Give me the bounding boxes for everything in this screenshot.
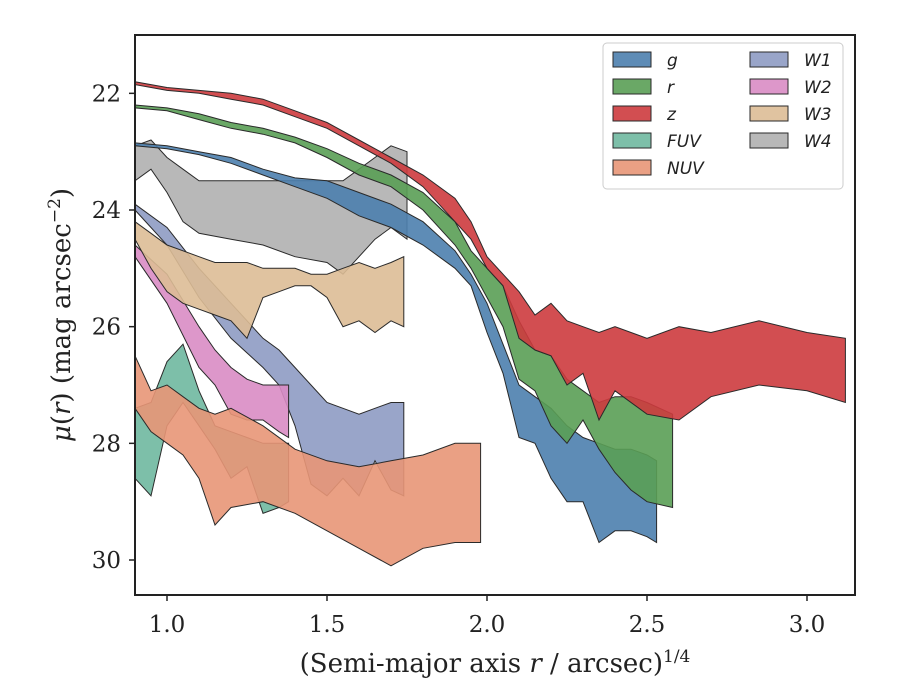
legend-label-fuv: FUV — [667, 132, 702, 152]
legend-swatch-w2 — [749, 78, 789, 95]
legend-swatch-nuv — [612, 159, 652, 176]
legend-swatch-w4 — [749, 132, 789, 149]
y-axis-ticks: 22 24 26 28 30 — [92, 81, 135, 574]
legend-swatch-w1 — [749, 51, 789, 68]
y-title-exponent: −2 — [45, 198, 65, 223]
legend-swatch-fuv — [612, 132, 652, 149]
legend-label-nuv: NUV — [667, 159, 705, 179]
legend-label-r: r — [667, 78, 675, 98]
x-tick-label: 1.0 — [149, 612, 186, 638]
data-bands — [134, 81, 846, 567]
legend-label-w4: W4 — [804, 132, 832, 152]
band-r — [134, 104, 674, 509]
y-tick-label: 28 — [92, 431, 121, 457]
y-title-r: r — [47, 401, 77, 415]
y-tick-label: 26 — [92, 315, 121, 341]
band-g — [134, 142, 658, 544]
x-axis-ticks: 1.0 1.5 2.0 2.5 3.0 — [149, 595, 826, 638]
legend-label-z: z — [666, 105, 677, 125]
y-axis-title: μ(r) (mag arcsec−2) — [45, 188, 77, 442]
legend-label-w3: W3 — [804, 105, 832, 125]
legend-swatch-w3 — [749, 105, 789, 122]
legend-label-w2: W2 — [804, 78, 832, 98]
legend-swatch-g — [612, 51, 652, 68]
legend-swatch-z — [612, 105, 652, 122]
x-title-exponent: 1/4 — [663, 647, 690, 667]
band-w4 — [134, 139, 408, 275]
x-title-var: r — [529, 649, 543, 679]
legend: grz FUV NUV W1 W2 W3 W4 — [602, 42, 844, 190]
y-title-var: μ — [47, 425, 77, 442]
x-axis-title: (Semi-major axis r / arcsec)1/4 — [300, 647, 691, 679]
legend-label-w1: W1 — [804, 51, 832, 71]
band-z — [134, 81, 846, 422]
y-title-close: ) — [47, 188, 77, 198]
y-tick-label: 22 — [92, 81, 121, 107]
y-tick-label: 24 — [92, 198, 121, 224]
x-tick-label: 2.5 — [629, 612, 666, 638]
y-tick-label: 30 — [92, 548, 121, 574]
x-tick-label: 2.0 — [469, 612, 506, 638]
x-tick-label: 1.5 — [309, 612, 346, 638]
band-nuv — [134, 355, 482, 567]
band-w3 — [134, 220, 405, 340]
plot-frame — [134, 34, 856, 596]
x-tick-label: 3.0 — [789, 612, 826, 638]
legend-label-g: g — [667, 51, 678, 71]
legend-swatch-r — [612, 78, 652, 95]
